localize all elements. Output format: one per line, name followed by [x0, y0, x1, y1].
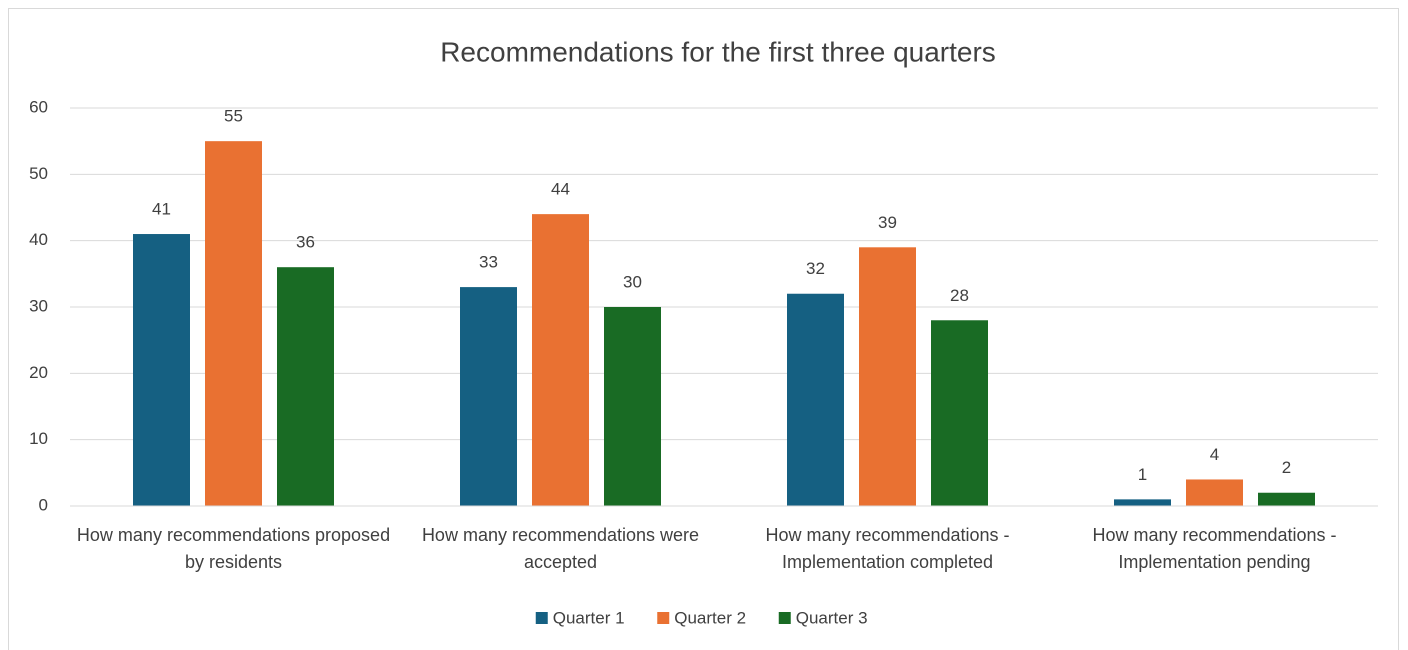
data-label: 28: [950, 286, 969, 305]
bar: [1258, 492, 1315, 506]
x-tick-label: How many recommendations proposed by res…: [76, 525, 391, 572]
y-tick-label: 30: [29, 296, 48, 315]
x-tick-label: How many recommendations - Implementatio…: [1092, 525, 1337, 572]
bar: [931, 320, 988, 506]
bar: [604, 307, 661, 506]
data-label: 41: [152, 200, 171, 219]
y-tick-label: 20: [29, 363, 48, 382]
data-label: 55: [224, 107, 243, 126]
bar: [532, 214, 589, 506]
y-tick-label: 10: [29, 429, 48, 448]
legend-label: Quarter 1: [553, 608, 625, 627]
y-tick-label: 40: [29, 230, 48, 249]
x-tick-label: How many recommendations - Implementatio…: [765, 525, 1010, 572]
y-tick-label: 50: [29, 164, 48, 183]
legend-swatch: [778, 612, 791, 624]
data-label: 36: [296, 233, 315, 252]
bar: [787, 293, 844, 506]
legend-label: Quarter 3: [796, 608, 868, 627]
data-label: 30: [623, 272, 642, 291]
bar: [205, 141, 262, 506]
y-tick-label: 60: [29, 97, 48, 116]
legend-swatch: [657, 612, 670, 624]
chart-title: Recommendations for the first three quar…: [440, 36, 996, 67]
bar: [1114, 499, 1171, 506]
bar: [1186, 479, 1243, 506]
data-label: 2: [1282, 458, 1291, 477]
data-label: 33: [479, 253, 498, 272]
data-label: 39: [878, 213, 897, 232]
data-label: 44: [551, 180, 570, 199]
bar: [133, 234, 190, 507]
legend-swatch: [535, 612, 548, 624]
y-tick-label: 0: [39, 495, 48, 514]
legend-label: Quarter 2: [674, 608, 746, 627]
data-label: 32: [806, 259, 825, 278]
bar: [277, 267, 334, 506]
bar: [460, 287, 517, 506]
bar: [859, 247, 916, 507]
data-label: 4: [1210, 445, 1219, 464]
data-label: 1: [1138, 465, 1147, 484]
x-tick-label: How many recommendations were accepted: [421, 525, 700, 572]
